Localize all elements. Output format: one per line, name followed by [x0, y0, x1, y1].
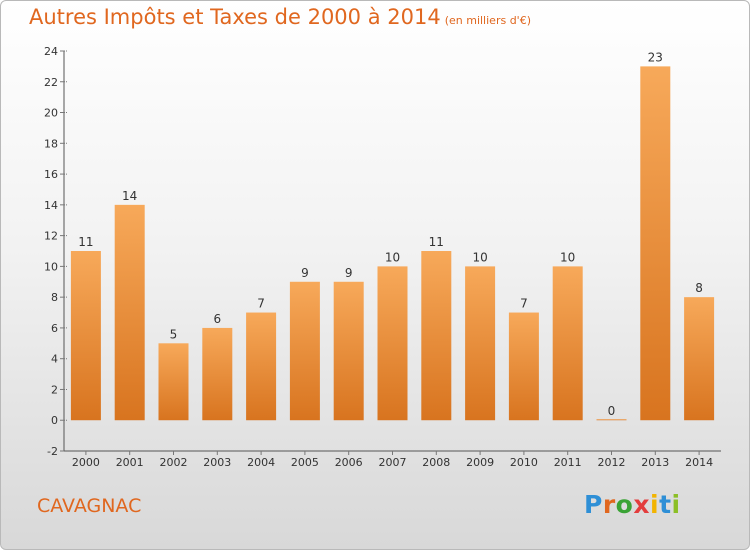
- data-label: 23: [648, 50, 663, 64]
- bar: [508, 312, 539, 421]
- commune-name: CAVAGNAC: [37, 495, 142, 517]
- data-label: 14: [122, 189, 137, 203]
- y-tick-label: 8: [51, 291, 58, 304]
- logo-letter: P: [584, 490, 603, 519]
- proxiti-logo[interactable]: Proxiti: [584, 490, 681, 519]
- x-tick-label: 2007: [379, 456, 407, 469]
- data-label: 8: [695, 281, 703, 295]
- logo-letter: x: [633, 490, 650, 519]
- bar: [246, 312, 277, 421]
- data-label: 0: [608, 404, 616, 418]
- x-tick-label: 2000: [72, 456, 100, 469]
- bar: [114, 204, 145, 421]
- logo-letter: t: [659, 490, 672, 519]
- chart-title-text: Autres Impôts et Taxes de 2000 à 2014: [29, 5, 441, 29]
- x-tick-label: 2004: [247, 456, 275, 469]
- data-label: 10: [560, 250, 575, 264]
- logo-letter: i: [650, 490, 660, 519]
- logo-letter: i: [671, 490, 681, 519]
- y-tick-label: 10: [44, 260, 58, 273]
- x-tick-label: 2008: [422, 456, 450, 469]
- data-labels: 11 14 5 6 7 9 9 10 11 10 7 10 0 23 8: [78, 50, 703, 418]
- x-tick-label: 2005: [291, 456, 319, 469]
- data-label: 5: [170, 327, 178, 341]
- x-tick-label: 2014: [685, 456, 713, 469]
- x-tick-label: 2012: [598, 456, 626, 469]
- bar: [377, 266, 408, 421]
- x-tick-label: 2002: [160, 456, 188, 469]
- data-label: 9: [301, 266, 309, 280]
- y-tick-label: 20: [44, 107, 58, 120]
- x-tick-label: 2011: [554, 456, 582, 469]
- bars: [70, 66, 715, 421]
- bar: [640, 66, 671, 421]
- data-label: 7: [520, 297, 528, 311]
- logo-letter: o: [615, 490, 634, 519]
- x-tick-label: 2003: [203, 456, 231, 469]
- data-label: 11: [429, 235, 444, 249]
- x-tick-label: 2009: [466, 456, 494, 469]
- x-tick-label: 2006: [335, 456, 363, 469]
- data-label: 7: [257, 297, 265, 311]
- y-tick-label: 18: [44, 137, 58, 150]
- y-tick-label: 4: [51, 353, 58, 366]
- y-tick-label: 22: [44, 76, 58, 89]
- data-label: 10: [472, 250, 487, 264]
- bar: [596, 419, 627, 421]
- y-tick-label: 14: [44, 199, 58, 212]
- data-label: 11: [78, 235, 93, 249]
- bar: [552, 266, 583, 421]
- y-tick-label: 0: [51, 414, 58, 427]
- y-tick-label: 12: [44, 230, 58, 243]
- y-tick-label: 6: [51, 322, 58, 335]
- bar: [289, 281, 320, 421]
- logo-letter: r: [602, 490, 616, 519]
- bar: [421, 251, 452, 421]
- y-tick-label: 16: [44, 168, 58, 181]
- data-label: 6: [213, 312, 221, 326]
- x-tick-label: 2013: [641, 456, 669, 469]
- bar: [70, 251, 101, 421]
- bar: [158, 343, 189, 421]
- data-label: 9: [345, 266, 353, 280]
- bar: [202, 327, 233, 421]
- bar: [333, 281, 364, 421]
- y-tick-label: 24: [44, 45, 58, 58]
- chart-title: Autres Impôts et Taxes de 2000 à 2014 (en…: [29, 5, 531, 29]
- y-tick-label: 2: [51, 383, 58, 396]
- chart-subtitle: (en milliers d'€): [444, 14, 531, 27]
- bar: [465, 266, 496, 421]
- x-axis: 2000 2001 2002 2003 2004 2005 2006 2007 2008 2009…: [64, 450, 721, 469]
- bar: [684, 297, 715, 421]
- x-tick-label: 2001: [116, 456, 144, 469]
- y-tick-label: -2: [47, 445, 58, 458]
- x-tick-label: 2010: [510, 456, 538, 469]
- data-label: 10: [385, 250, 400, 264]
